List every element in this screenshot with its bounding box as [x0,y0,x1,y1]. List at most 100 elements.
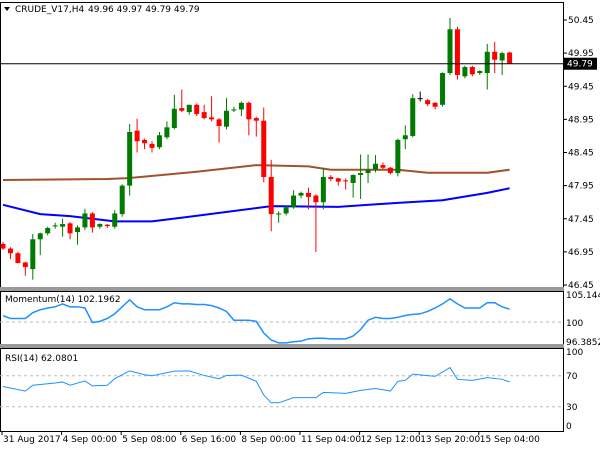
candle [201,104,207,120]
panel-border [0,348,564,432]
candle [127,124,133,196]
candle-body [201,112,207,119]
momentum-panel[interactable]: 105.1442 100 96.3852 [0,291,600,348]
candle-body [343,180,349,182]
rsi-panel[interactable]: 100 70 30 0 [0,348,583,432]
candle-body [350,175,356,183]
rsi-tick-label: 0 [566,422,572,432]
candle-body [492,51,498,60]
candle-body [499,53,505,61]
candle [320,167,326,210]
candle-body [320,177,326,203]
candle-body [52,225,58,227]
candle-body [142,139,148,144]
price-tick-label: 48.45 [568,149,594,159]
candle [37,232,43,256]
candle [380,162,386,170]
price-tick-label: 49.45 [568,82,594,92]
symbol-label: CRUDE_V17,H4 [15,5,84,15]
triangle-down-icon[interactable] [4,7,10,11]
candle [447,18,453,75]
candle-body [60,224,66,227]
candle-body [238,102,244,110]
candle [134,118,140,153]
candle-body [373,163,378,170]
candle [119,184,125,217]
candle [231,106,237,113]
price-panel[interactable]: 50.45 49.95 49.45 48.95 48.45 47.95 47.45 46.95… [0,16,597,291]
candle [15,251,21,264]
candle-body [462,67,468,77]
chart-frame [0,2,564,432]
price-tick-label: 49.95 [568,49,594,59]
time-tick-label: 6 Sep 16:00 [182,435,237,445]
candle-body [82,213,88,228]
rsi-tick-label: 70 [566,372,578,382]
candle [186,104,192,115]
candle [402,125,408,150]
candle-body [179,108,185,111]
candle-body [37,233,43,240]
price-tick-label: 48.95 [568,115,594,125]
candle-body [410,98,416,136]
candle-body [30,239,36,270]
candle [253,116,259,137]
candle [417,91,423,102]
candle-body [268,177,274,215]
candle-body [291,195,297,208]
candle [194,103,200,117]
candle [454,26,460,80]
candle-body [75,227,80,232]
candle-body [67,223,73,234]
candle-body [447,29,453,73]
candle-body [7,248,13,254]
candle-body [209,117,215,120]
time-tick-label: 8 Sep 00:00 [241,435,296,445]
price-tick-label: 47.95 [568,182,594,192]
current-price-badge [564,57,597,70]
candle-body [276,213,282,215]
candle [313,194,319,252]
candle-body [0,243,6,249]
moving-average-slow [2,164,510,181]
candle [224,98,229,130]
candle-body [425,100,431,105]
momentum-line [2,297,510,344]
candle [112,210,118,229]
candle-body [156,135,162,148]
candle [149,141,155,153]
rsi-line [2,366,510,404]
momentum-title: Momentum(14) 102.1962 [5,295,121,305]
price-tick-label: 47.45 [568,215,594,225]
candle [365,154,371,183]
candle [507,51,513,64]
candle-body [484,51,490,73]
candle-body [477,71,483,73]
time-axis: 31 Aug 2017 4 Sep 00:00 5 Sep 08:00 6 Sep 1… [1,431,540,445]
time-tick-label: 12 Sep 12:00 [361,435,421,445]
candle [156,131,162,150]
current-price-label: 49.79 [567,60,593,70]
candle [82,208,88,231]
candle [358,154,364,199]
chart-header: CRUDE_V17,H4 49.96 49.97 49.79 49.79 [4,5,200,15]
candle [305,187,311,210]
candle-body [89,213,95,228]
candle-body [246,102,252,120]
candle [89,212,95,233]
candle [469,65,475,77]
candle [179,89,185,113]
candle-body [454,29,460,75]
candle-body [387,167,393,174]
candle [67,222,73,240]
candle [425,98,431,107]
time-tick-label: 31 Aug 2017 [3,435,61,445]
candle [246,101,252,136]
candle-body [358,173,364,176]
candle-body [224,110,229,127]
candle-body [97,224,103,227]
candle [52,222,58,229]
candle-body [45,228,51,234]
candle [395,138,401,177]
